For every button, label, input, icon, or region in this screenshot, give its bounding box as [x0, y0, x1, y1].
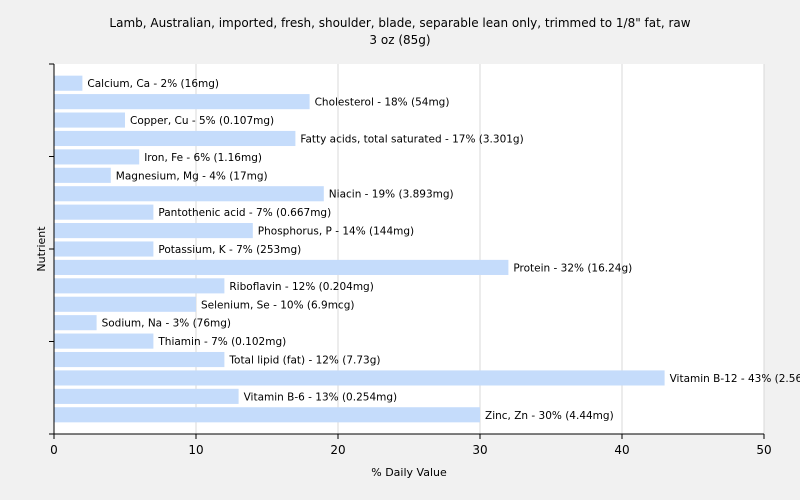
bar-label: Calcium, Ca - 2% (16mg): [87, 78, 219, 90]
x-tick-label: 40: [614, 443, 629, 457]
bar: [54, 370, 665, 386]
bar-label: Vitamin B-6 - 13% (0.254mg): [244, 391, 398, 403]
bar: [54, 112, 125, 128]
x-axis-label: % Daily Value: [371, 466, 447, 479]
bar-label: Total lipid (fat) - 12% (7.73g): [228, 355, 380, 367]
bar: [54, 296, 196, 312]
axes-group: [49, 63, 765, 439]
bar-label: Pantothenic acid - 7% (0.667mg): [158, 207, 331, 219]
bar-label: Vitamin B-12 - 43% (2.56mcg): [670, 373, 800, 385]
bar: [54, 333, 154, 349]
bar: [54, 204, 154, 220]
x-tick-labels: 0 10 20 30 40 50: [50, 443, 771, 457]
bar: [54, 167, 111, 183]
bar-label: Protein - 32% (16.24g): [513, 262, 632, 274]
bar-label: Zinc, Zn - 30% (4.44mg): [485, 410, 614, 422]
bar: [54, 149, 140, 165]
bar-label: Fatty acids, total saturated - 17% (3.30…: [300, 133, 523, 145]
bar-label: Magnesium, Mg - 4% (17mg): [116, 170, 268, 182]
bar: [54, 388, 239, 404]
bar: [54, 75, 83, 91]
bar: [54, 186, 324, 202]
bar-label: Selenium, Se - 10% (6.9mcg): [201, 299, 354, 311]
x-tick-label: 10: [188, 443, 203, 457]
x-tick-label: 30: [472, 443, 487, 457]
bar-label: Potassium, K - 7% (253mg): [158, 244, 301, 256]
bar: [54, 278, 225, 294]
bar-label: Sodium, Na - 3% (76mg): [102, 318, 231, 330]
bar: [54, 259, 509, 275]
bar-label: Iron, Fe - 6% (1.16mg): [144, 152, 262, 164]
bar-labels-group: Calcium, Ca - 2% (16mg) Cholesterol - 18%…: [87, 78, 800, 422]
bar-label: Thiamin - 7% (0.102mg): [157, 336, 286, 348]
bar: [54, 130, 296, 147]
bar-label: Niacin - 19% (3.893mg): [329, 189, 454, 201]
x-tick-label: 20: [330, 443, 345, 457]
bar: [54, 223, 253, 239]
bar: [54, 315, 97, 331]
bar: [54, 241, 154, 257]
y-axis-label: Nutrient: [35, 226, 48, 272]
x-tick-label: 0: [50, 443, 58, 457]
bar-label: Copper, Cu - 5% (0.107mg): [130, 115, 274, 127]
x-tick-label: 50: [756, 443, 771, 457]
bar-label: Phosphorus, P - 14% (144mg): [258, 226, 414, 238]
chart-subtitle: 3 oz (85g): [369, 33, 430, 47]
bar: [54, 407, 480, 423]
bar: [54, 351, 225, 368]
bar-label: Riboflavin - 12% (0.204mg): [229, 281, 373, 293]
bars-group: [54, 75, 665, 423]
chart-title: Lamb, Australian, imported, fresh, shoul…: [109, 16, 690, 30]
bar-label: Cholesterol - 18% (54mg): [315, 97, 450, 109]
bar: [54, 94, 310, 110]
